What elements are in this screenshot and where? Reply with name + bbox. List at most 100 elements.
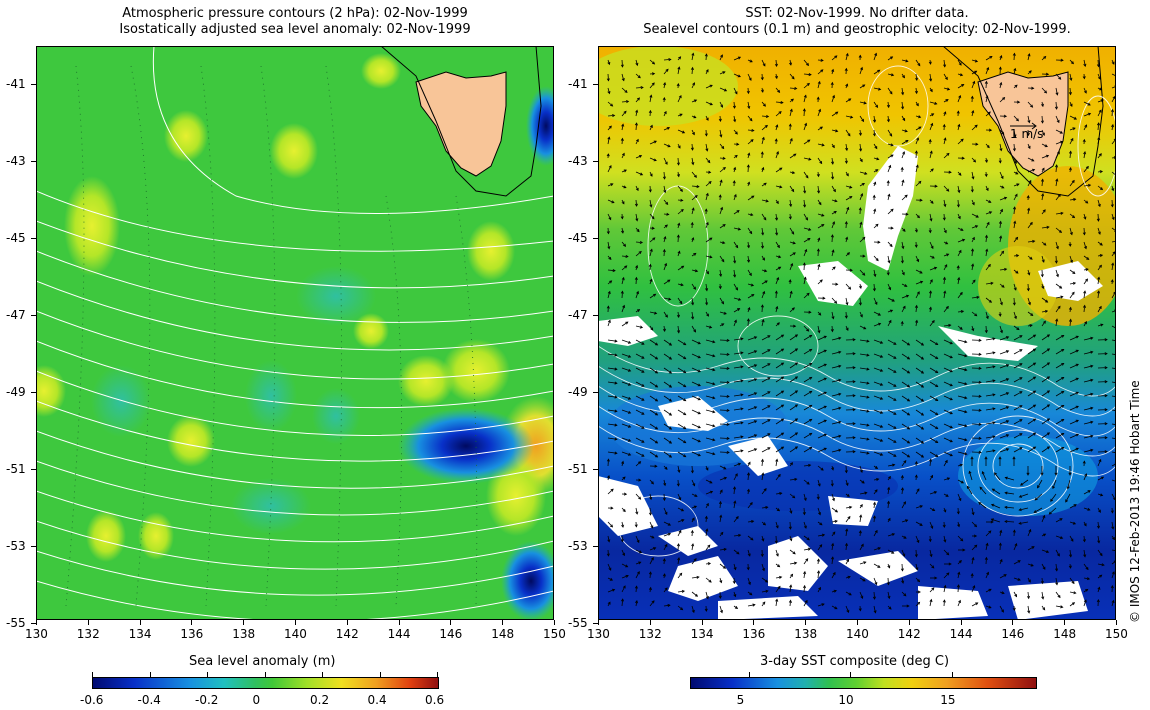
- velocity-arrow: [663, 521, 671, 526]
- velocity-arrow: [621, 585, 626, 593]
- velocity-arrow-head: [712, 410, 716, 414]
- velocity-arrow-head: [820, 58, 824, 62]
- velocity-arrow-head: [676, 543, 680, 547]
- velocity-arrow: [1013, 405, 1023, 411]
- velocity-arrow: [831, 572, 836, 579]
- velocity-arrow-head: [805, 175, 809, 179]
- velocity-arrow: [761, 227, 764, 235]
- velocity-arrow: [999, 364, 1009, 369]
- velocity-arrow: [901, 283, 907, 287]
- velocity-arrow-head: [649, 124, 653, 128]
- velocity-arrow: [1069, 602, 1075, 607]
- velocity-arrow-head: [901, 580, 905, 584]
- velocity-arrow-head: [676, 234, 680, 238]
- velocity-arrow: [635, 395, 645, 401]
- velocity-arrow-head: [917, 63, 921, 67]
- velocity-arrow-head: [1072, 127, 1076, 131]
- velocity-arrow: [1055, 349, 1064, 355]
- velocity-arrow: [761, 391, 771, 397]
- velocity-arrow-head: [930, 168, 934, 172]
- velocity-arrow-head: [693, 115, 697, 119]
- velocity-arrow-head: [678, 94, 682, 99]
- velocity-arrow: [719, 395, 730, 397]
- velocity-arrow-head: [1084, 320, 1087, 325]
- velocity-arrow-head: [1098, 264, 1102, 268]
- velocity-arrow-head: [638, 155, 643, 158]
- velocity-arrow: [607, 291, 611, 299]
- velocity-arrow-head: [933, 491, 938, 494]
- velocity-arrow-head: [1104, 422, 1108, 426]
- velocity-arrow: [775, 492, 782, 495]
- velocity-arrow-head: [1060, 58, 1064, 62]
- velocity-arrow-head: [726, 436, 730, 440]
- velocity-arrow-head: [734, 154, 738, 158]
- velocity-arrow: [873, 297, 878, 305]
- velocity-arrow-head: [873, 610, 877, 614]
- velocity-arrow-head: [943, 290, 947, 294]
- velocity-arrow: [663, 604, 670, 607]
- tasmania-land: [380, 46, 542, 197]
- left-lon-tick: [243, 620, 245, 625]
- velocity-arrow: [943, 437, 953, 443]
- velocity-arrow: [789, 73, 795, 80]
- velocity-arrow-head: [1031, 158, 1035, 162]
- velocity-arrow-head: [1111, 571, 1115, 575]
- velocity-arrow: [985, 297, 992, 303]
- velocity-arrow-head: [1026, 132, 1030, 137]
- velocity-arrow-head: [844, 470, 848, 474]
- velocity-arrow-head: [666, 212, 670, 216]
- velocity-arrow-head: [690, 66, 694, 71]
- velocity-arrow-head: [1045, 299, 1049, 303]
- velocity-arrow: [649, 521, 654, 529]
- velocity-arrow-head: [803, 276, 807, 280]
- velocity-arrow-head: [732, 180, 736, 184]
- velocity-arrow-head: [1068, 565, 1072, 569]
- velocity-arrow: [957, 353, 967, 357]
- velocity-arrow-head: [1059, 130, 1064, 134]
- velocity-arrow: [733, 73, 741, 78]
- velocity-arrow: [873, 143, 878, 149]
- velocity-arrow-head: [1097, 276, 1101, 280]
- velocity-arrow-head: [929, 88, 933, 93]
- velocity-arrow: [985, 249, 988, 257]
- velocity-arrow-head: [1012, 529, 1016, 533]
- velocity-arrow: [873, 563, 881, 568]
- velocity-arrow: [761, 241, 764, 249]
- velocity-arrow: [943, 153, 950, 159]
- velocity-arrow-head: [1083, 216, 1087, 220]
- left-colorbar-tick: [264, 672, 266, 677]
- velocity-arrow: [789, 307, 795, 313]
- velocity-arrow-head: [623, 110, 627, 114]
- velocity-arrow-head: [817, 263, 821, 267]
- velocity-arrow-head: [651, 600, 655, 604]
- velocity-arrow: [1055, 391, 1064, 397]
- velocity-arrow-head: [748, 581, 751, 586]
- velocity-arrow-head: [614, 437, 618, 441]
- velocity-arrow-head: [1069, 103, 1073, 107]
- velocity-arrow: [607, 535, 610, 542]
- velocity-arrow: [1055, 306, 1061, 313]
- velocity-arrow: [873, 516, 876, 523]
- velocity-arrow-head: [694, 269, 699, 273]
- velocity-arrow-head: [988, 588, 992, 592]
- velocity-arrow: [1052, 479, 1057, 489]
- velocity-arrow-head: [697, 425, 701, 429]
- velocity-arrow: [705, 157, 711, 163]
- velocity-arrow: [929, 291, 932, 299]
- velocity-arrow-head: [1027, 53, 1031, 57]
- velocity-arrow: [719, 311, 727, 315]
- velocity-arrow-head: [1026, 595, 1031, 600]
- velocity-arrow: [985, 408, 995, 411]
- velocity-arrow-head: [607, 290, 611, 295]
- velocity-arrow: [929, 491, 937, 495]
- velocity-arrow: [957, 277, 960, 285]
- velocity-arrow-head: [1032, 390, 1037, 394]
- velocity-arrow: [705, 409, 715, 413]
- velocity-arrow-head: [877, 547, 881, 551]
- velocity-arrow-head: [848, 98, 852, 102]
- velocity-arrow-head: [904, 284, 908, 287]
- velocity-arrow: [747, 406, 757, 411]
- velocity-arrow: [915, 165, 919, 173]
- velocity-arrow: [971, 585, 975, 593]
- velocity-arrow-head: [934, 101, 938, 105]
